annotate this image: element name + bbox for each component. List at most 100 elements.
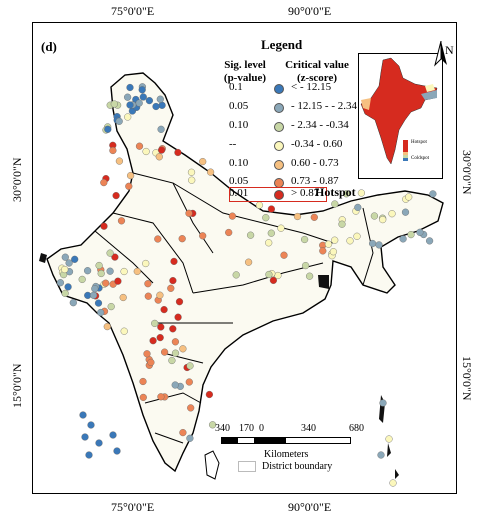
district-point xyxy=(209,421,217,429)
district-point xyxy=(388,210,396,218)
district-point xyxy=(110,100,118,108)
district-point xyxy=(152,102,160,111)
panel-label: (d) xyxy=(41,39,57,54)
district-point xyxy=(139,377,147,386)
district-point xyxy=(269,276,278,285)
north-arrow: N xyxy=(431,40,454,74)
district-point xyxy=(151,319,159,328)
india-map xyxy=(39,72,444,487)
district-point xyxy=(91,285,99,293)
district-point xyxy=(126,83,134,92)
district-point xyxy=(370,212,379,220)
district-point xyxy=(207,168,215,176)
district-point xyxy=(64,283,72,291)
district-point xyxy=(338,220,346,228)
district-point xyxy=(301,235,309,244)
district-point xyxy=(106,249,114,257)
district-point xyxy=(329,248,338,256)
district-point xyxy=(104,125,112,133)
india-outline xyxy=(46,72,444,473)
district-point xyxy=(156,334,164,342)
island-point xyxy=(113,447,121,455)
district-point xyxy=(293,212,302,221)
district-boundary-legend: District boundary xyxy=(238,461,332,473)
district-point xyxy=(133,267,141,276)
district-point xyxy=(142,259,150,268)
island-point xyxy=(81,433,89,441)
district-point xyxy=(117,217,126,225)
district-point xyxy=(144,280,152,288)
district-point xyxy=(302,262,310,270)
district-point xyxy=(120,327,128,335)
island-point xyxy=(87,421,95,429)
inset-map: Hotspot Coldspot xyxy=(358,53,443,179)
district-point xyxy=(310,213,318,221)
district-point xyxy=(174,148,182,157)
district-point xyxy=(245,258,253,266)
district-point xyxy=(169,325,177,333)
legend-sig-level: -- xyxy=(229,138,237,150)
district-point xyxy=(188,176,196,184)
district-point xyxy=(187,404,195,412)
island-point xyxy=(95,439,103,447)
legend-title: Legend xyxy=(261,37,303,52)
district-point xyxy=(156,291,164,299)
district-point xyxy=(167,284,175,292)
district-point xyxy=(171,381,179,389)
district-point xyxy=(103,323,111,331)
hotspot-points xyxy=(56,83,437,487)
legend-color-dot xyxy=(274,160,284,170)
district-point xyxy=(232,271,240,279)
district-point xyxy=(69,299,77,307)
district-point xyxy=(267,205,276,213)
district-point xyxy=(170,257,178,266)
district-point xyxy=(199,232,207,240)
district-point xyxy=(346,237,354,245)
district-point xyxy=(142,147,150,156)
legend-range: > 0.87 xyxy=(291,187,320,199)
island-point xyxy=(385,435,393,443)
legend-sig-level: 0.10 xyxy=(229,119,249,131)
district-point xyxy=(125,182,133,190)
district-point xyxy=(205,390,214,399)
map-frame: (d) Legend Sig. level (p-value) Critical … xyxy=(32,22,457,494)
district-point xyxy=(95,261,103,270)
district-point xyxy=(56,279,65,287)
district-point xyxy=(255,201,264,209)
district-point xyxy=(324,240,333,248)
district-point xyxy=(156,95,164,103)
district-point xyxy=(100,222,108,230)
district-point xyxy=(331,236,339,244)
district-point xyxy=(139,393,147,402)
district-point xyxy=(178,235,186,243)
legend-sig-level: 0.05 xyxy=(229,175,249,187)
district-point xyxy=(135,142,144,150)
inset-cold-label: Coldspot xyxy=(411,156,430,161)
district-point xyxy=(158,146,166,154)
district-point xyxy=(102,279,110,287)
district-point xyxy=(111,253,119,261)
district-point xyxy=(426,237,434,245)
district-point xyxy=(247,231,255,239)
island-point xyxy=(377,451,385,459)
district-point xyxy=(114,277,122,285)
district-point xyxy=(169,277,177,285)
legend-sig-level: 0.05 xyxy=(229,100,249,112)
district-point xyxy=(65,259,73,267)
district-point xyxy=(139,93,147,101)
district-point xyxy=(265,239,273,247)
district-point xyxy=(399,235,407,243)
district-point xyxy=(94,299,103,307)
district-point xyxy=(175,298,184,306)
legend-color-dot xyxy=(274,190,284,200)
district-point xyxy=(61,289,69,298)
district-point xyxy=(107,303,115,311)
district-point xyxy=(171,349,180,357)
sri-lanka xyxy=(204,450,220,480)
critical-value-header: Critical value (z-score) xyxy=(285,59,349,84)
district-point xyxy=(265,270,273,279)
district-point xyxy=(331,200,339,208)
district-point xyxy=(154,235,162,243)
district-point xyxy=(143,350,151,358)
district-point xyxy=(416,228,424,236)
